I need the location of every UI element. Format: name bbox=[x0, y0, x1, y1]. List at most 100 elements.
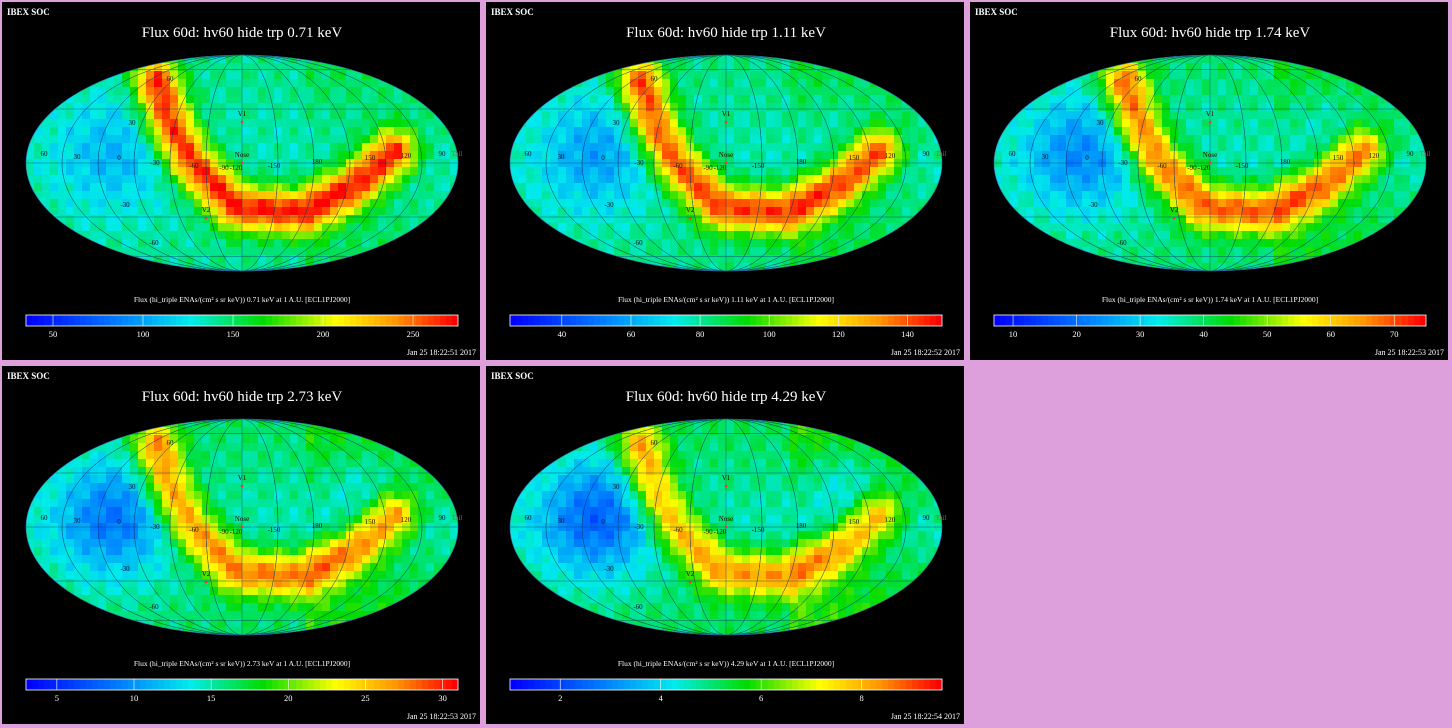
heatmap-cell bbox=[630, 95, 639, 104]
heatmap-cell bbox=[162, 175, 171, 184]
heatmap-cell bbox=[234, 263, 243, 271]
heatmap-cell bbox=[186, 451, 195, 460]
heatmap-cell bbox=[1026, 135, 1035, 144]
heatmap-cell bbox=[394, 207, 403, 216]
heatmap-cell bbox=[870, 231, 879, 240]
heatmap-cell bbox=[194, 255, 203, 264]
heatmap-cell bbox=[370, 223, 379, 232]
heatmap-cell bbox=[918, 135, 927, 144]
heatmap-cell bbox=[1234, 55, 1243, 64]
heatmap-cell bbox=[702, 119, 711, 128]
colorbar-segment bbox=[1024, 315, 1031, 326]
heatmap-cell bbox=[290, 223, 299, 232]
heatmap-cell bbox=[378, 207, 387, 216]
heatmap-cell bbox=[274, 223, 283, 232]
heatmap-cell bbox=[346, 111, 355, 120]
colorbar-segment bbox=[546, 315, 553, 326]
heatmap-cell bbox=[434, 539, 443, 548]
heatmap-cell bbox=[146, 191, 155, 200]
lat-label: 60 bbox=[1135, 75, 1143, 83]
heatmap-cell bbox=[1170, 183, 1179, 192]
heatmap-cell bbox=[710, 167, 719, 176]
heatmap-cell bbox=[1042, 95, 1051, 104]
heatmap-cell bbox=[290, 475, 299, 484]
colorbar-segment bbox=[756, 315, 763, 326]
heatmap-cell bbox=[442, 531, 451, 540]
heatmap-cell bbox=[426, 563, 435, 572]
colorbar-label: Flux (hi_triple ENAs/(cm² s sr keV)) 0.7… bbox=[134, 295, 350, 304]
heatmap-cell bbox=[750, 247, 759, 256]
heatmap-cell bbox=[1066, 207, 1075, 216]
heatmap-cell bbox=[106, 183, 115, 192]
heatmap-cell bbox=[314, 555, 323, 564]
heatmap-cell bbox=[1266, 247, 1275, 256]
colorbar-segment bbox=[1234, 315, 1241, 326]
heatmap-cell bbox=[1106, 183, 1115, 192]
heatmap-cell bbox=[1362, 119, 1371, 128]
heatmap-cell bbox=[314, 207, 323, 216]
heatmap-cell bbox=[1258, 151, 1267, 160]
heatmap-cell bbox=[1202, 239, 1211, 248]
heatmap-cell bbox=[26, 531, 35, 540]
heatmap-cell bbox=[734, 183, 743, 192]
heatmap-cell bbox=[862, 167, 871, 176]
heatmap-cell bbox=[154, 119, 163, 128]
heatmap-cell bbox=[750, 71, 759, 80]
heatmap-cell bbox=[266, 95, 275, 104]
heatmap-cell bbox=[814, 199, 823, 208]
heatmap-cell bbox=[830, 207, 839, 216]
heatmap-cell bbox=[670, 183, 679, 192]
heatmap-cell bbox=[106, 103, 115, 112]
heatmap-cell bbox=[354, 563, 363, 572]
chart-title: Flux 60d: hv60 hide trp 2.73 keV bbox=[142, 389, 343, 405]
heatmap-cell bbox=[418, 215, 427, 224]
heatmap-cell bbox=[266, 571, 275, 580]
heatmap-cell bbox=[582, 95, 591, 104]
heatmap-cell bbox=[346, 79, 355, 88]
heatmap-cell bbox=[838, 199, 847, 208]
heatmap-cell bbox=[122, 451, 131, 460]
heatmap-cell bbox=[154, 167, 163, 176]
heatmap-cell bbox=[1098, 143, 1107, 152]
heatmap-cell bbox=[1250, 143, 1259, 152]
heatmap-cell bbox=[386, 531, 395, 540]
heatmap-cell bbox=[90, 135, 99, 144]
heatmap-cell bbox=[194, 539, 203, 548]
heatmap-cell bbox=[1314, 87, 1323, 96]
heatmap-cell bbox=[1330, 191, 1339, 200]
heatmap-cell bbox=[1170, 71, 1179, 80]
colorbar-segment bbox=[864, 315, 871, 326]
colorbar-segment bbox=[1192, 315, 1199, 326]
heatmap-cell bbox=[1282, 135, 1291, 144]
heatmap-cell bbox=[790, 263, 799, 271]
heatmap-cell bbox=[1098, 119, 1107, 128]
heatmap-cell bbox=[838, 143, 847, 152]
heatmap-cell bbox=[638, 111, 647, 120]
heatmap-cell bbox=[162, 223, 171, 232]
heatmap-cell bbox=[1146, 79, 1155, 88]
heatmap-cell bbox=[178, 175, 187, 184]
heatmap-cell bbox=[1122, 167, 1131, 176]
heatmap-cell bbox=[154, 143, 163, 152]
heatmap-cell bbox=[322, 547, 331, 556]
heatmap-cell bbox=[1170, 207, 1179, 216]
colorbar-segment bbox=[750, 315, 757, 326]
heatmap-cell bbox=[66, 87, 75, 96]
colorbar-segment bbox=[386, 315, 393, 326]
heatmap-cell bbox=[346, 555, 355, 564]
heatmap-cell bbox=[1330, 231, 1339, 240]
heatmap-cell bbox=[1322, 223, 1331, 232]
heatmap-cell bbox=[234, 143, 243, 152]
lon-label: 0 bbox=[1085, 154, 1089, 162]
heatmap-cell bbox=[282, 127, 291, 136]
heatmap-cell bbox=[1266, 239, 1275, 248]
heatmap-cell bbox=[434, 499, 443, 508]
heatmap-cell bbox=[774, 263, 783, 271]
heatmap-cell bbox=[1274, 127, 1283, 136]
timestamp: Jan 25 18:22:53 2017 bbox=[1375, 348, 1444, 357]
heatmap-cell bbox=[790, 215, 799, 224]
heatmap-cell bbox=[582, 199, 591, 208]
heatmap-cell bbox=[82, 475, 91, 484]
heatmap-cell bbox=[654, 103, 663, 112]
heatmap-cell bbox=[314, 223, 323, 232]
